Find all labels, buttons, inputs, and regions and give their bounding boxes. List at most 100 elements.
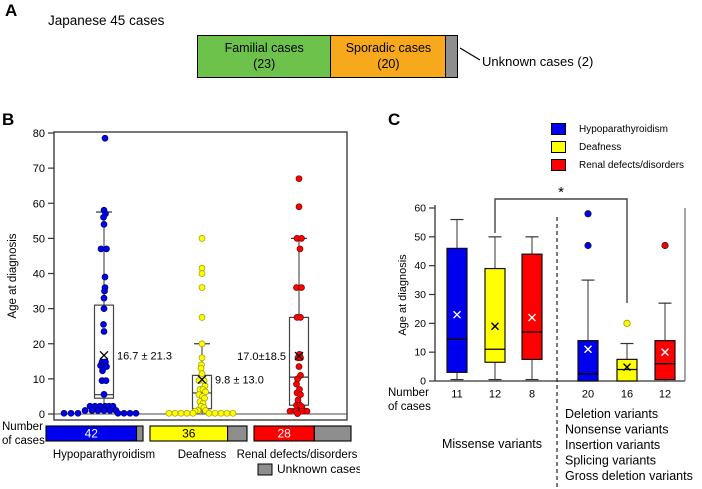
data-point <box>198 340 206 348</box>
data-point <box>126 409 134 417</box>
data-point <box>101 134 109 142</box>
category-label: Deafness <box>178 449 227 461</box>
mean-sd-label: 16.7 ± 21.3 <box>117 350 172 362</box>
variant-box-4 <box>577 210 599 382</box>
y-tick-label: 80 <box>33 128 45 140</box>
data-point <box>100 407 108 414</box>
data-point <box>229 409 237 417</box>
y-tick-label: 10 <box>414 347 426 359</box>
outlier-point <box>623 319 631 327</box>
mean-marker <box>623 363 631 372</box>
y-axis-title: Age at diagnosis <box>7 233 19 318</box>
connector-line <box>459 47 481 61</box>
data-point <box>198 354 206 362</box>
iqr-box <box>577 340 599 382</box>
phenotype-column-3: 17.0±18.5 <box>237 175 311 417</box>
data-point <box>205 409 213 417</box>
y-tick-label: 40 <box>33 269 45 281</box>
data-point <box>171 409 179 417</box>
legend-swatch-yellow <box>551 141 566 153</box>
variant-box-2 <box>484 236 506 381</box>
variant-box-6 <box>654 241 676 381</box>
mean-marker <box>197 375 207 385</box>
bar-segment-familial: Familial cases (23) <box>198 36 331 77</box>
group-label-other-variants: Deletion variants <box>565 407 658 421</box>
legend-row-hypoparathyroidism: Hypoparathyroidism <box>551 123 684 135</box>
unknown-connector-line <box>459 47 481 61</box>
mean-sd-label: 9.8 ± 13.0 <box>215 375 264 387</box>
y-tick-label: 50 <box>33 233 45 245</box>
count-value: 36 <box>182 427 196 441</box>
iqr-box <box>521 253 543 360</box>
outlier-point <box>584 210 592 218</box>
group-label-missense: Missense variants <box>442 437 542 451</box>
row-label-line2: of cases <box>388 401 431 413</box>
data-point <box>100 213 107 221</box>
data-point <box>100 294 108 302</box>
panel-c-box-plot: 0 10 20 30 40 50 60 Age at diagnosis 11 12 8 20 16 12… <box>388 184 693 487</box>
mean-marker <box>99 350 109 360</box>
data-point <box>293 380 300 388</box>
y-tick-label: 0 <box>39 409 45 421</box>
data-point <box>217 409 225 417</box>
mean-marker <box>294 351 304 361</box>
y-tick-label: 0 <box>420 376 426 388</box>
count-value: 12 <box>659 389 671 401</box>
legend-row-renal: Renal defects/disorders <box>551 159 684 171</box>
y-tick-label: 40 <box>414 260 426 272</box>
data-point <box>103 245 110 253</box>
mean-marker <box>528 313 536 322</box>
data-point <box>106 407 114 414</box>
data-point <box>223 409 231 417</box>
outlier-point <box>584 241 592 250</box>
unknown-legend-label: Unknown cases <box>277 462 360 476</box>
count-value: 28 <box>277 427 291 441</box>
data-point <box>67 409 75 417</box>
category-label: Renal defects/disorders <box>237 449 358 461</box>
data-point <box>202 388 209 396</box>
data-point <box>298 284 305 291</box>
data-point <box>198 284 206 291</box>
data-point <box>103 363 110 370</box>
count-value: 20 <box>582 389 594 401</box>
count-bar-unknown <box>135 425 144 442</box>
y-axis-title: Age at diagnosis <box>397 254 409 336</box>
data-point <box>100 305 108 312</box>
row-label-line1: Number <box>388 387 429 399</box>
data-point <box>74 409 82 417</box>
legend-swatch-blue <box>551 123 566 135</box>
count-bar-unknown <box>227 425 248 442</box>
data-point <box>94 407 102 414</box>
unknown-legend-swatch <box>257 463 273 476</box>
count-bar-unknown <box>313 425 352 442</box>
y-tick-label: 30 <box>33 304 45 316</box>
y-tick-label: 60 <box>33 198 45 210</box>
count-value: 11 <box>451 389 462 401</box>
iqr-box <box>616 358 638 382</box>
data-point <box>97 245 105 253</box>
y-tick-label: 60 <box>414 203 426 215</box>
plot-frame <box>53 131 348 421</box>
familial-label-line1: Familial cases <box>224 40 304 55</box>
bar-segment-unknown <box>445 36 457 77</box>
data-point <box>295 203 303 211</box>
legend-swatch-red <box>551 159 566 171</box>
y-tick-label: 10 <box>33 374 45 386</box>
data-point <box>198 314 206 321</box>
variant-box-1 <box>446 218 468 381</box>
data-point <box>183 409 191 417</box>
data-point <box>100 321 107 328</box>
panel-b-letter: B <box>2 110 15 129</box>
y-tick-label: 50 <box>414 231 426 243</box>
group-label-other-variants: Splicing variants <box>565 454 656 468</box>
iqr-box <box>93 304 115 399</box>
group-label-other-variants: Insertion variants <box>565 438 660 452</box>
familial-label-line2: (23) <box>253 56 276 71</box>
panel-a-letter: A <box>5 1 18 20</box>
data-point <box>177 409 185 417</box>
data-point <box>286 407 294 415</box>
phenotype-column-2: 9.8 ± 13.0 <box>165 235 264 417</box>
group-label-other-variants: Gross deletion variants <box>565 469 693 483</box>
data-point <box>81 407 89 414</box>
